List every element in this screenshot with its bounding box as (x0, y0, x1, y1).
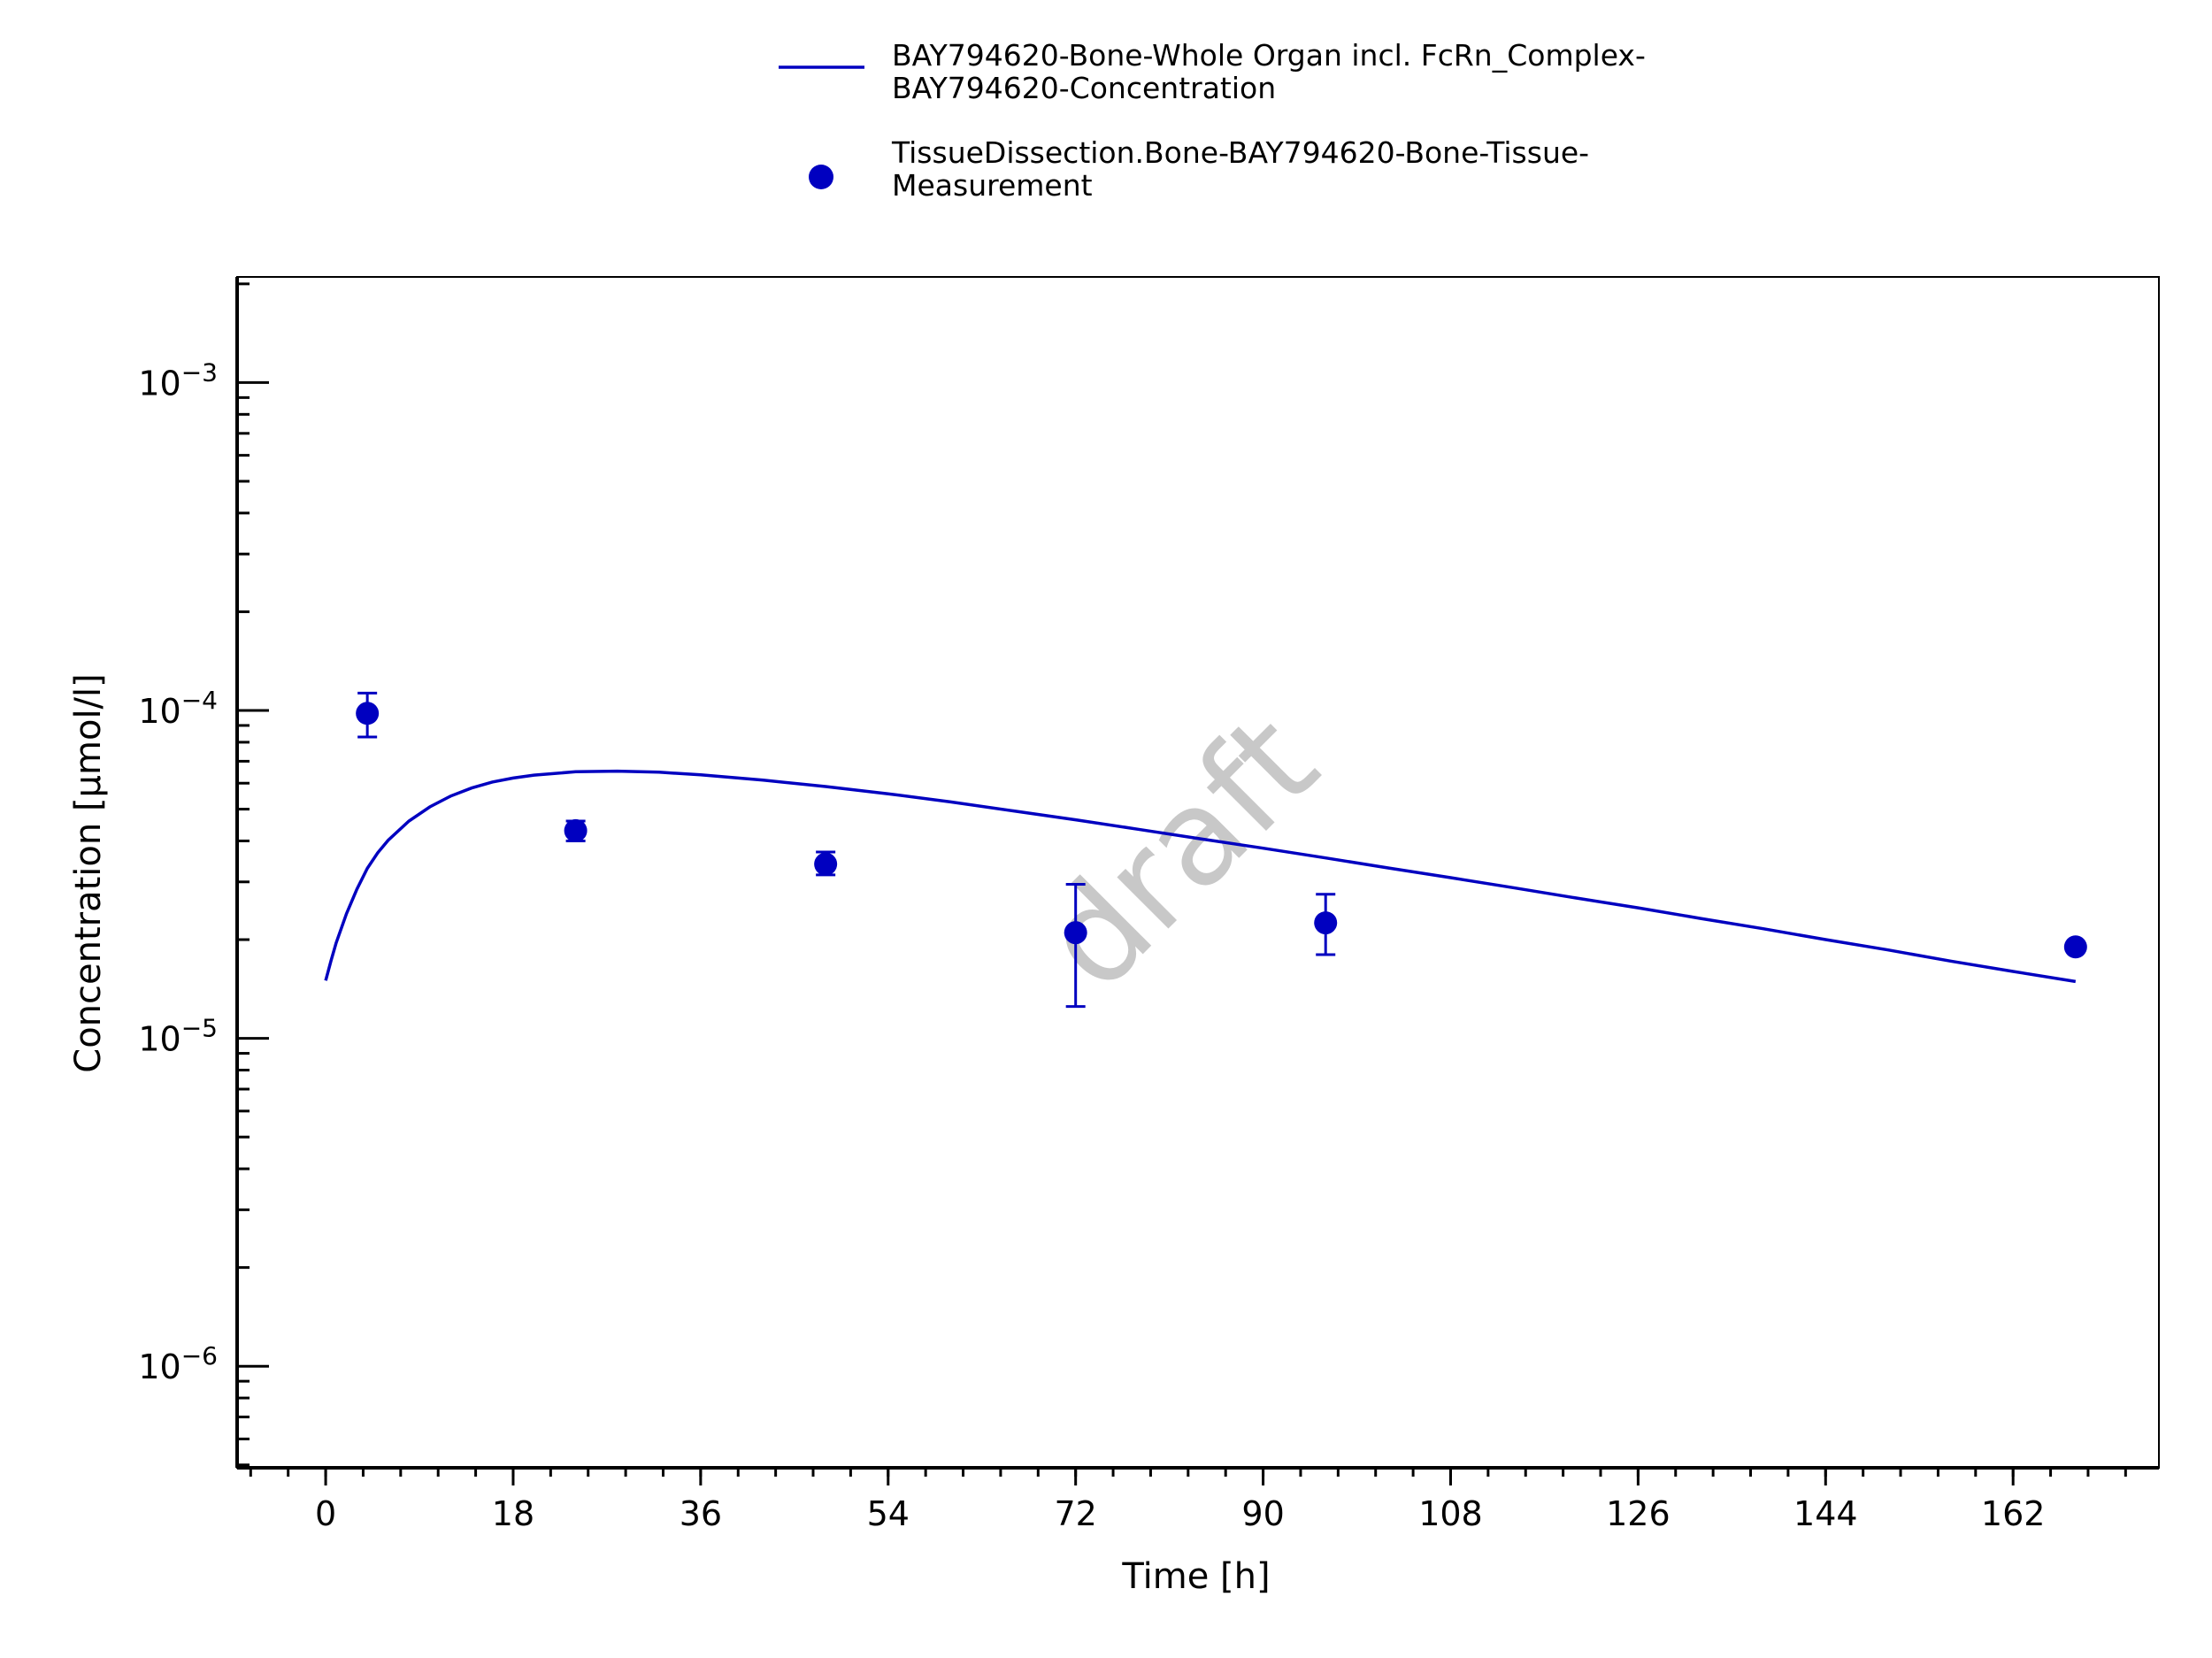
x-tick-label: 36 (680, 1494, 722, 1533)
measurement-point (356, 702, 380, 725)
y-axis: 10−6 10−5 10−4 10−3 (138, 277, 269, 1468)
measurement-point (564, 818, 588, 842)
x-axis-label: Time [h] (1121, 1556, 1270, 1597)
x-tick-label: 144 (1793, 1494, 1858, 1533)
measurement-point (1314, 911, 1338, 935)
x-tick-label: 108 (1418, 1494, 1483, 1533)
legend-label: BAY794620-Bone-Whole Organ incl. FcRn_Co… (892, 38, 1646, 105)
simulation-line (324, 769, 2077, 984)
legend: BAY794620-Bone-Whole Organ incl. FcRn_Co… (779, 38, 1646, 203)
y-tick-label: 10−5 (138, 1014, 218, 1059)
measurement-point (814, 852, 838, 876)
series-layer (324, 691, 2087, 1009)
x-tick-label: 72 (1054, 1494, 1096, 1533)
x-tick-label: 162 (1981, 1494, 2046, 1533)
x-tick-label: 54 (867, 1494, 910, 1533)
y-tick-label: 10−6 (138, 1341, 218, 1386)
legend-point-marker (809, 165, 833, 189)
legend-label: TissueDissection.Bone-BAY794620-Bone-Tis… (891, 135, 1589, 203)
x-tick-label: 18 (492, 1494, 534, 1533)
measurement-point (2063, 935, 2087, 959)
y-tick-label: 10−4 (138, 686, 218, 731)
y-axis-label: Concentration [µmol/l] (68, 673, 109, 1072)
x-tick-label: 90 (1241, 1494, 1284, 1533)
y-tick-label: 10−3 (138, 357, 218, 403)
x-tick-label: 0 (315, 1494, 336, 1533)
x-axis: 0 18 36 54 72 90 108 126 144 162 (237, 1466, 2159, 1533)
measurement-point (1064, 921, 1087, 945)
x-tick-label: 126 (1606, 1494, 1671, 1533)
